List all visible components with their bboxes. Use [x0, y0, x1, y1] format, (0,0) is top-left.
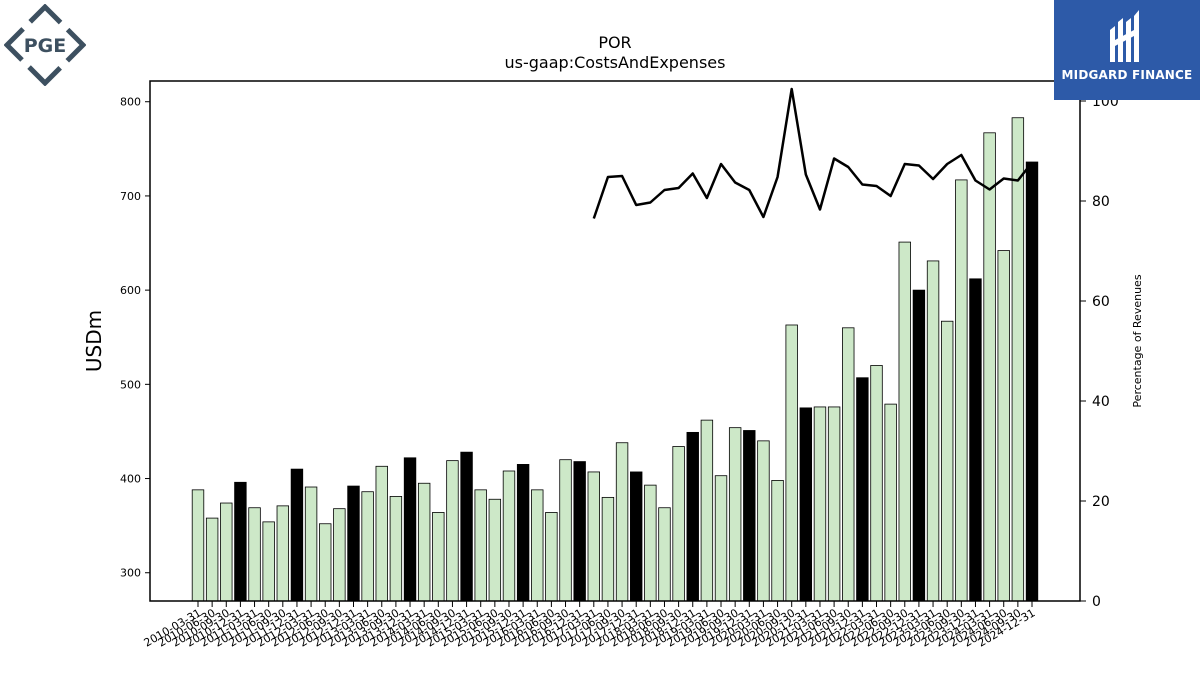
bar-2016-03-31 — [531, 489, 544, 602]
chart-subtitle: us-gaap:CostsAndExpenses — [505, 53, 726, 72]
y-tick-label: 400 — [120, 473, 141, 486]
bar-2017-09-30 — [615, 442, 629, 602]
bar-2017-03-31 — [587, 471, 600, 602]
bar-2011-06-30 — [262, 521, 275, 602]
bar-2020-03-31 — [757, 440, 770, 602]
bar-2020-12-31 — [799, 407, 813, 602]
bar-series — [191, 117, 1039, 602]
bar-2019-03-31 — [700, 419, 714, 602]
bar-2010-06-30 — [205, 517, 219, 602]
y-axis-label: USDm — [82, 310, 106, 372]
bar-2017-06-30 — [601, 496, 615, 602]
bar-2021-03-31 — [813, 406, 827, 602]
bar-2012-09-30 — [333, 508, 346, 602]
bar-2020-06-30 — [771, 480, 784, 602]
bar-2015-06-30 — [488, 498, 502, 602]
bar-2022-03-31 — [870, 365, 883, 602]
bar-2014-12-31 — [460, 451, 473, 602]
bar-2011-09-30 — [276, 505, 290, 602]
bar-2023-03-31 — [926, 260, 940, 602]
bar-2019-09-30 — [728, 427, 742, 602]
bar-2012-06-30 — [319, 523, 332, 602]
bar-2011-03-31 — [248, 507, 261, 602]
bar-2016-06-30 — [545, 512, 558, 602]
y2-tick-label: 80 — [1092, 194, 1110, 210]
bar-2022-06-30 — [884, 403, 897, 602]
bar-2021-06-30 — [827, 406, 841, 602]
pge-logo-text: PGE — [24, 35, 67, 57]
bar-2023-12-31 — [969, 278, 982, 602]
bar-2014-06-30 — [432, 512, 445, 602]
chart-title: POR — [598, 33, 631, 52]
pge-logo: PGE — [4, 4, 86, 86]
y-tick-label: 800 — [120, 96, 141, 109]
bar-2021-12-31 — [856, 377, 869, 602]
bar-2014-09-30 — [446, 460, 459, 602]
bar-2024-06-30 — [997, 250, 1010, 602]
bar-2018-03-31 — [644, 484, 657, 602]
y-tick-label: 700 — [120, 190, 141, 203]
bar-2013-06-30 — [375, 465, 388, 602]
line-series — [592, 87, 1033, 219]
bar-2020-09-30 — [785, 324, 798, 602]
y-tick-label: 500 — [120, 378, 141, 391]
bar-2024-12-31 — [1025, 161, 1039, 602]
y-tick-label: 600 — [120, 284, 141, 297]
y2-tick-label: 40 — [1092, 394, 1110, 410]
y2-tick-label: 60 — [1092, 294, 1110, 310]
bar-2013-09-30 — [389, 496, 403, 602]
bar-2010-09-30 — [220, 502, 233, 602]
bar-2018-06-30 — [658, 507, 671, 602]
bar-2018-12-31 — [686, 431, 699, 602]
bar-2012-12-31 — [347, 485, 360, 602]
bar-2021-09-30 — [842, 327, 855, 602]
bar-2016-12-31 — [573, 461, 586, 602]
bar-2015-09-30 — [502, 470, 516, 602]
bar-2018-09-30 — [672, 446, 685, 602]
bar-2016-09-30 — [559, 459, 572, 602]
midgard-finance-logo: MIDGARD FINANCE — [1054, 0, 1200, 100]
plot-frame — [149, 80, 1081, 602]
y2-tick-label: 0 — [1092, 594, 1101, 610]
bar-2012-03-31 — [304, 486, 318, 602]
bar-2024-03-31 — [983, 132, 996, 602]
y-axis-ticks: 300 400 500 600 700 800 — [120, 96, 150, 580]
bar-2015-03-31 — [474, 489, 487, 602]
bar-2017-12-31 — [630, 471, 643, 602]
y2-tick-label: 20 — [1092, 494, 1110, 510]
y-tick-label: 300 — [120, 567, 141, 580]
bar-2022-09-30 — [898, 241, 911, 602]
bar-2019-06-30 — [714, 475, 728, 602]
bar-2010-12-31 — [234, 481, 247, 602]
bar-2022-12-31 — [912, 289, 926, 602]
bar-2011-12-31 — [290, 468, 304, 602]
bar-2013-03-31 — [361, 491, 374, 602]
bar-2023-09-30 — [955, 179, 968, 602]
bar-2019-12-31 — [743, 430, 756, 602]
bar-2014-03-31 — [417, 482, 431, 602]
bar-2023-06-30 — [940, 320, 954, 602]
midgard-emblem-icon — [1110, 10, 1139, 62]
x-axis-ticks: 2010-03-312010-06-302010-09-302010-12-31… — [142, 601, 1038, 650]
midgard-logo-text: MIDGARD FINANCE — [1061, 68, 1193, 82]
bar-2010-03-31 — [191, 489, 205, 602]
bar-2024-09-30 — [1011, 117, 1025, 602]
secondary-y-axis-label: Percentage of Revenues — [1131, 274, 1144, 407]
percentage-of-revenues-line — [592, 87, 1033, 219]
bar-2013-12-31 — [403, 457, 417, 602]
bar-2015-12-31 — [516, 464, 530, 602]
